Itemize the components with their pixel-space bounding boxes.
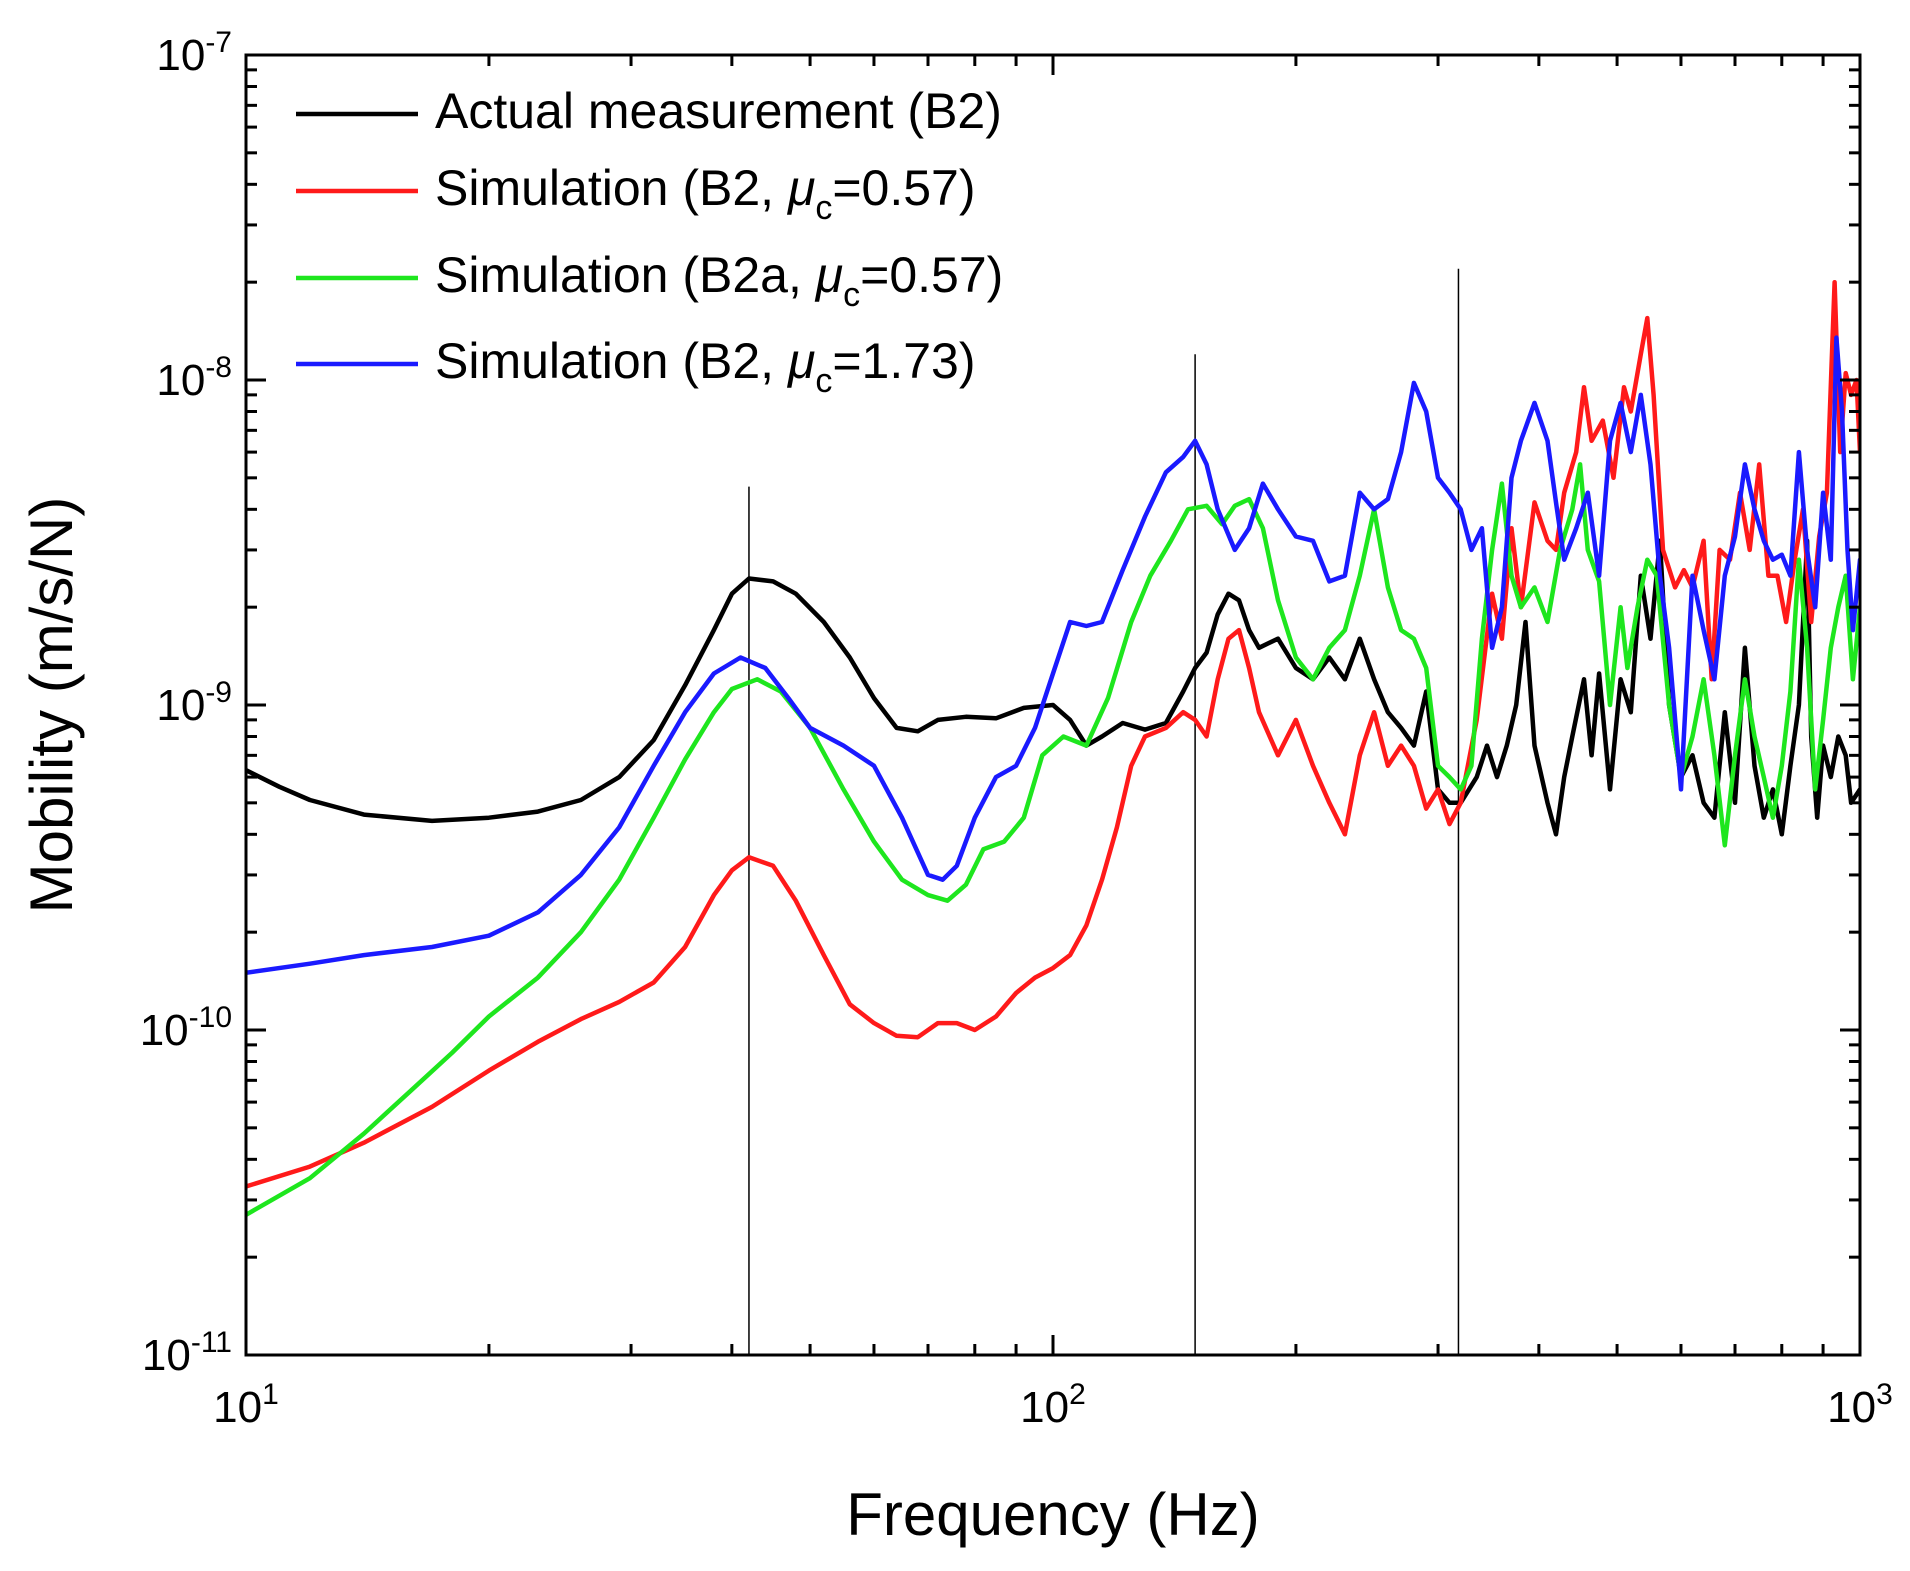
legend-label-4: Simulation (B2, μc=1.73) <box>435 333 976 400</box>
series-line-1 <box>246 538 1860 837</box>
legend-label-2: Simulation (B2, μc=0.57) <box>435 160 976 227</box>
x-axis-label: Frequency (Hz) <box>846 1481 1259 1548</box>
legend-label-1: Actual measurement (B2) <box>435 83 1002 139</box>
x-tick-label: 103 <box>1827 1378 1893 1432</box>
y-tick-label: 10-10 <box>140 1001 232 1055</box>
series-lines <box>246 279 1860 1218</box>
y-axis-label: Mobility (m/s/N) <box>18 497 85 914</box>
x-tick-label: 101 <box>213 1378 279 1432</box>
series-line-4 <box>246 335 1860 976</box>
x-tick-label: 102 <box>1020 1378 1086 1432</box>
axis-ticks <box>244 53 1860 1357</box>
series-line-3 <box>246 462 1860 1218</box>
y-tick-label: 10-9 <box>156 676 232 730</box>
y-tick-label: 10-8 <box>156 351 232 405</box>
y-tick-label: 10-7 <box>156 26 232 80</box>
y-tick-label: 10-11 <box>142 1326 232 1380</box>
axis-tick-labels: 101 102 103 10-11 10-10 10-9 10-8 10-7 <box>140 26 1893 1432</box>
legend-label-3: Simulation (B2a, μc=0.57) <box>435 247 1003 314</box>
legend: Actual measurement (B2) Simulation (B2, μ… <box>296 83 1003 400</box>
